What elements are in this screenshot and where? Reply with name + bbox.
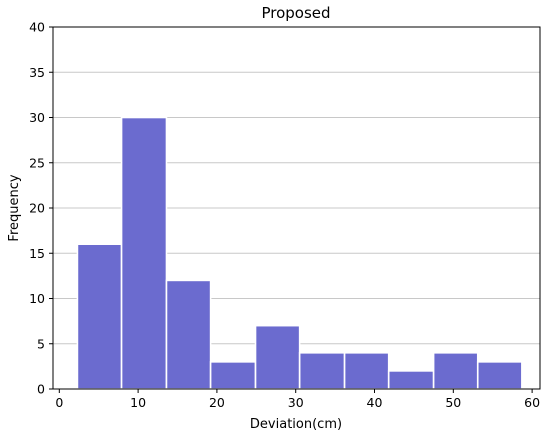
histogram-bars bbox=[76, 116, 523, 390]
x-tick-label: 10 bbox=[130, 395, 146, 410]
x-tick-label: 40 bbox=[367, 395, 383, 410]
histogram-bar bbox=[209, 361, 257, 390]
y-tick-label: 15 bbox=[29, 246, 45, 261]
x-tick-label: 50 bbox=[445, 395, 461, 410]
y-tick-label: 30 bbox=[29, 110, 45, 125]
y-tick-label: 25 bbox=[29, 155, 45, 170]
x-tick-label: 60 bbox=[524, 395, 540, 410]
x-tick-label: 0 bbox=[55, 395, 63, 410]
histogram-bar bbox=[432, 351, 479, 390]
histogram-bar bbox=[476, 361, 523, 390]
chart-title: Proposed bbox=[261, 4, 330, 22]
histogram-bar bbox=[76, 243, 123, 390]
y-tick-label: 35 bbox=[29, 65, 45, 80]
x-tick-label: 30 bbox=[288, 395, 304, 410]
x-axis-ticks: 0 10 20 30 40 50 60 bbox=[55, 389, 540, 410]
histogram-bar bbox=[387, 370, 435, 390]
histogram-bar bbox=[165, 279, 212, 390]
y-tick-label: 0 bbox=[37, 382, 45, 397]
y-tick-label: 10 bbox=[29, 291, 45, 306]
histogram-bar bbox=[298, 351, 346, 390]
y-tick-label: 40 bbox=[29, 20, 45, 35]
y-tick-label: 20 bbox=[29, 201, 45, 216]
y-axis-label: Frequency bbox=[7, 174, 22, 241]
y-axis-ticks: 0 5 10 15 20 25 30 35 40 bbox=[29, 20, 53, 397]
histogram-bar bbox=[343, 351, 390, 390]
x-tick-label: 20 bbox=[209, 395, 225, 410]
histogram-bar bbox=[254, 324, 301, 390]
x-axis-label: Deviation(cm) bbox=[250, 417, 342, 432]
y-tick-label: 5 bbox=[37, 336, 45, 351]
histogram-bar bbox=[120, 116, 168, 390]
